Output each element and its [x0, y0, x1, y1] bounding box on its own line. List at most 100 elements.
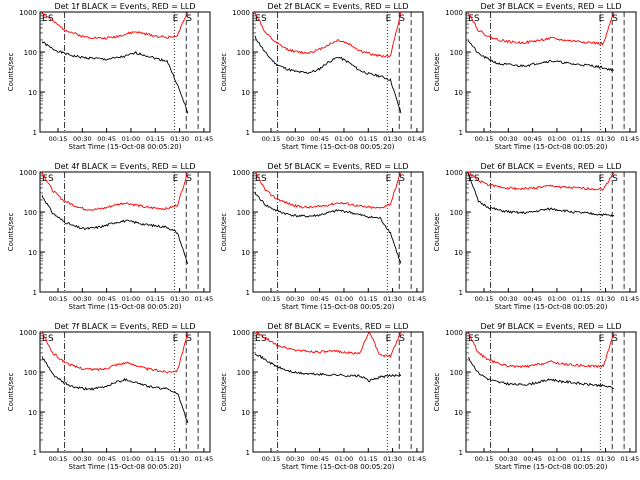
marker-S-left: S	[48, 14, 54, 24]
x-tick-label: 00:30	[499, 135, 518, 143]
marker-E-right: E	[173, 14, 179, 24]
marker-S-left: S	[48, 174, 54, 184]
chart-panel-1: Det 1f BLACK = Events, RED = LLD 1 10 100 10…	[7, 2, 213, 151]
marker-S-left: S	[261, 14, 267, 24]
y-tick-label: 1000	[232, 9, 250, 17]
chart-panel-3: Det 3f BLACK = Events, RED = LLD 1 10 100 10…	[433, 2, 639, 151]
chart-panel-4: Det 4f BLACK = Events, RED = LLD 1 10 100 10…	[7, 162, 213, 311]
y-tick-label: 1000	[445, 169, 463, 177]
marker-E-left: E	[42, 334, 48, 344]
series-lld-line	[254, 171, 402, 210]
x-tick-label: 01:45	[408, 295, 427, 303]
marker-E-left: E	[468, 174, 474, 184]
marker-E-right: E	[386, 174, 392, 184]
series-lld-line	[467, 11, 615, 46]
x-tick-label: 01:30	[596, 295, 615, 303]
x-tick-label: 01:30	[383, 455, 402, 463]
y-axis-label: Counts/sec	[433, 53, 441, 92]
plot-frame	[39, 11, 211, 133]
marker-S-right: S	[186, 14, 192, 24]
x-tick-label: 00:45	[97, 135, 116, 143]
x-tick-label: 01:15	[146, 295, 165, 303]
marker-S-right: S	[612, 174, 618, 184]
chart-title: Det 9f BLACK = Events, RED = LLD	[480, 322, 621, 331]
x-tick-label: 01:30	[596, 135, 615, 143]
y-tick-label: 10	[454, 249, 463, 257]
plot-frame	[465, 331, 637, 453]
x-tick-label: 01:00	[548, 455, 567, 463]
x-tick-label: 01:00	[335, 455, 354, 463]
x-tick-label: 00:30	[73, 295, 92, 303]
y-tick-label: 1	[246, 289, 250, 297]
series-lld-line	[41, 171, 189, 211]
y-tick-label: 1	[33, 449, 37, 457]
marker-S-right: S	[612, 334, 618, 344]
y-tick-label: 100	[450, 209, 463, 217]
x-tick-label: 00:15	[49, 135, 68, 143]
x-tick-label: 01:45	[621, 455, 640, 463]
y-tick-label: 1000	[445, 329, 463, 337]
y-tick-label: 1000	[19, 169, 37, 177]
y-axis-label: Counts/sec	[7, 53, 15, 92]
marker-E-left: E	[255, 334, 261, 344]
x-tick-label: 00:30	[499, 455, 518, 463]
series-lld-line	[467, 331, 615, 369]
x-tick-label: 01:15	[359, 455, 378, 463]
x-axis-label: Start Time (15-Oct-08 00:05:20)	[69, 303, 182, 311]
y-tick-label: 100	[450, 49, 463, 57]
series-events-line	[467, 357, 615, 390]
y-tick-label: 10	[28, 249, 37, 257]
x-tick-label: 00:30	[73, 455, 92, 463]
chart-title: Det 1f BLACK = Events, RED = LLD	[54, 2, 195, 11]
x-tick-label: 01:30	[170, 135, 189, 143]
x-tick-label: 00:45	[310, 135, 329, 143]
x-tick-label: 00:45	[310, 455, 329, 463]
marker-E-right: E	[599, 334, 605, 344]
y-axis-label: Counts/sec	[433, 373, 441, 412]
y-tick-label: 1	[459, 129, 463, 137]
y-axis-label: Counts/sec	[7, 373, 15, 412]
x-tick-label: 00:30	[73, 135, 92, 143]
series-lld-line	[467, 171, 615, 192]
series-events-line	[254, 353, 402, 383]
y-tick-label: 100	[24, 209, 37, 217]
plot-frame	[252, 11, 424, 133]
chart-title: Det 7f BLACK = Events, RED = LLD	[54, 322, 195, 331]
x-tick-label: 00:30	[499, 295, 518, 303]
x-tick-label: 01:30	[170, 455, 189, 463]
x-tick-label: 01:15	[146, 455, 165, 463]
y-tick-label: 1000	[19, 9, 37, 17]
x-axis-label: Start Time (15-Oct-08 00:05:20)	[495, 463, 608, 471]
x-tick-label: 01:45	[408, 135, 427, 143]
y-tick-label: 10	[454, 89, 463, 97]
marker-E-right: E	[599, 14, 605, 24]
marker-S-right: S	[186, 334, 192, 344]
y-tick-label: 1	[246, 129, 250, 137]
marker-S-left: S	[261, 334, 267, 344]
chart-panel-7: Det 7f BLACK = Events, RED = LLD 1 10 100 10…	[7, 322, 213, 471]
y-tick-label: 1000	[19, 329, 37, 337]
chart-title: Det 8f BLACK = Events, RED = LLD	[267, 322, 408, 331]
series-events-line	[467, 40, 615, 72]
x-axis-label: Start Time (15-Oct-08 00:05:20)	[69, 463, 182, 471]
marker-E-right: E	[173, 174, 179, 184]
y-tick-label: 1	[33, 289, 37, 297]
x-tick-label: 01:00	[548, 135, 567, 143]
x-tick-label: 01:15	[572, 295, 591, 303]
x-tick-label: 00:30	[286, 135, 305, 143]
y-tick-label: 10	[241, 89, 250, 97]
series-events-line	[41, 356, 189, 424]
y-tick-label: 100	[237, 369, 250, 377]
x-axis-label: Start Time (15-Oct-08 00:05:20)	[495, 303, 608, 311]
y-tick-label: 10	[28, 89, 37, 97]
series-events-line	[254, 35, 402, 114]
x-tick-label: 00:15	[49, 455, 68, 463]
y-tick-label: 1	[459, 449, 463, 457]
chart-panel-6: Det 6f BLACK = Events, RED = LLD 1 10 100 10…	[433, 162, 639, 311]
x-tick-label: 01:30	[383, 295, 402, 303]
y-tick-label: 1	[33, 129, 37, 137]
x-tick-label: 00:15	[49, 295, 68, 303]
y-tick-label: 100	[237, 209, 250, 217]
y-tick-label: 1	[246, 449, 250, 457]
x-tick-label: 01:30	[596, 455, 615, 463]
